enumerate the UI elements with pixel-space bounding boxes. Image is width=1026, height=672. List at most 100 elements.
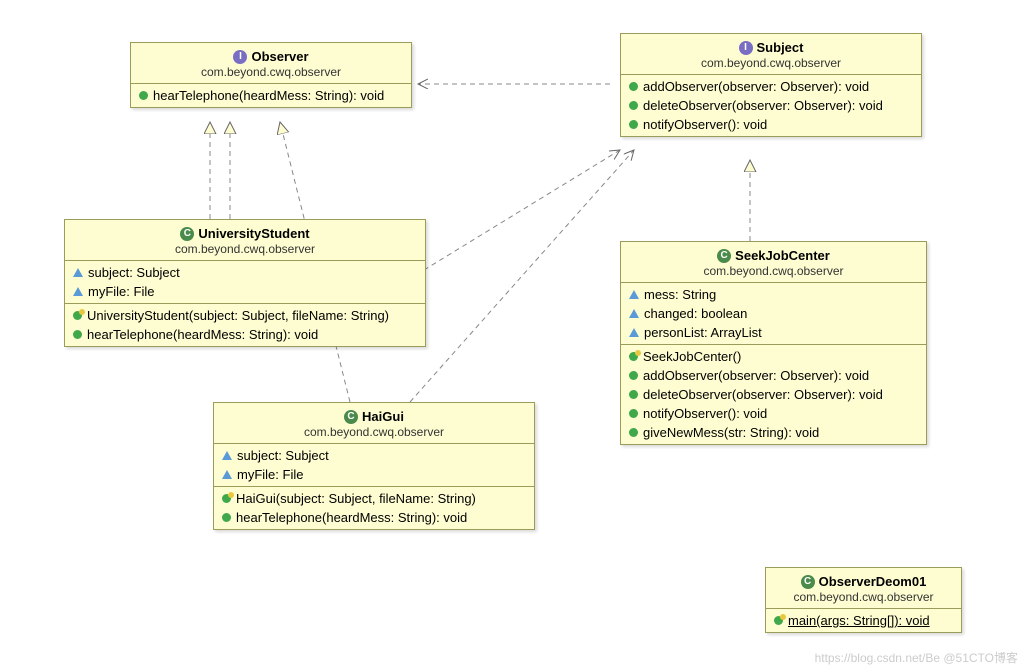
fields-section: subject: Subject myFile: File [65,261,425,304]
field-icon [73,287,83,296]
field-icon [222,470,232,479]
class-header: I Subjectcom.beyond.cwq.observer [621,34,921,75]
public-method-icon [139,91,148,100]
class-method: HaiGui(subject: Subject, fileName: Strin… [214,489,534,508]
uml-class-subject: I Subjectcom.beyond.cwq.observer addObserv… [620,33,922,137]
method-text: addObserver(observer: Observer): void [643,368,869,383]
class-method: addObserver(observer: Observer): void [621,366,926,385]
public-method-icon [629,409,638,418]
class-header: C SeekJobCentercom.beyond.cwq.observer [621,242,926,283]
class-header: C UniversityStudentcom.beyond.cwq.observe… [65,220,425,261]
uml-class-observerdeom01: C ObserverDeom01com.beyond.cwq.observer ma… [765,567,962,633]
watermark-text: https://blog.csdn.net/Be @51CTO博客 [815,649,1018,666]
field-icon [629,328,639,337]
class-field: subject: Subject [214,446,534,465]
class-name: I Observer [233,49,308,64]
fields-section: subject: Subject myFile: File [214,444,534,487]
method-text: HaiGui(subject: Subject, fileName: Strin… [236,491,476,506]
class-name-text: HaiGui [362,409,404,424]
constructor-icon [222,494,231,503]
field-icon [222,451,232,460]
class-package: com.beyond.cwq.observer [629,264,918,278]
class-name-text: ObserverDeom01 [819,574,927,589]
methods-section: SeekJobCenter() addObserver(observer: Obs… [621,345,926,444]
interface-icon: I [233,50,247,64]
field-text: changed: boolean [644,306,747,321]
class-name-text: SeekJobCenter [735,248,830,263]
field-icon [629,309,639,318]
uml-edge [410,150,634,402]
class-method: deleteObserver(observer: Observer): void [621,385,926,404]
public-method-icon [629,82,638,91]
class-field: changed: boolean [621,304,926,323]
field-text: subject: Subject [88,265,180,280]
method-text: notifyObserver(): void [643,406,767,421]
class-package: com.beyond.cwq.observer [139,65,403,79]
class-name: I Subject [739,40,804,55]
class-name-text: Subject [757,40,804,55]
method-text: hearTelephone(heardMess: String): void [236,510,467,525]
class-method: deleteObserver(observer: Observer): void [621,96,921,115]
field-icon [73,268,83,277]
class-method: hearTelephone(heardMess: String): void [131,86,411,105]
method-text: main(args: String[]): void [788,613,930,628]
public-method-icon [222,513,231,522]
class-method: main(args: String[]): void [766,611,961,630]
method-text: hearTelephone(heardMess: String): void [153,88,384,103]
class-icon: C [180,227,194,241]
public-method-icon [629,371,638,380]
class-method: notifyObserver(): void [621,115,921,134]
method-text: SeekJobCenter() [643,349,741,364]
methods-section: UniversityStudent(subject: Subject, file… [65,304,425,346]
public-method-icon [629,428,638,437]
class-package: com.beyond.cwq.observer [774,590,953,604]
class-field: subject: Subject [65,263,425,282]
methods-section: main(args: String[]): void [766,609,961,632]
methods-section: hearTelephone(heardMess: String): void [131,84,411,107]
public-method-icon [629,101,638,110]
field-text: personList: ArrayList [644,325,762,340]
class-icon: C [344,410,358,424]
public-method-icon [73,330,82,339]
uml-class-universitystudent: C UniversityStudentcom.beyond.cwq.observe… [64,219,426,347]
class-field: mess: String [621,285,926,304]
field-text: mess: String [644,287,716,302]
methods-section: addObserver(observer: Observer): void del… [621,75,921,136]
uml-edge [424,150,620,270]
public-method-icon [629,390,638,399]
method-text: giveNewMess(str: String): void [643,425,819,440]
method-text: hearTelephone(heardMess: String): void [87,327,318,342]
class-header: C ObserverDeom01com.beyond.cwq.observer [766,568,961,609]
class-name: C SeekJobCenter [717,248,830,263]
class-icon: C [717,249,731,263]
class-method: hearTelephone(heardMess: String): void [65,325,425,344]
constructor-icon [629,352,638,361]
class-name-text: Observer [251,49,308,64]
class-method: SeekJobCenter() [621,347,926,366]
class-method: hearTelephone(heardMess: String): void [214,508,534,527]
interface-icon: I [739,41,753,55]
class-package: com.beyond.cwq.observer [73,242,417,256]
class-header: I Observercom.beyond.cwq.observer [131,43,411,84]
method-text: deleteObserver(observer: Observer): void [643,98,883,113]
class-header: C HaiGuicom.beyond.cwq.observer [214,403,534,444]
class-name-text: UniversityStudent [198,226,309,241]
uml-class-seekjobcenter: C SeekJobCentercom.beyond.cwq.observer mes… [620,241,927,445]
constructor-icon [774,616,783,625]
method-text: deleteObserver(observer: Observer): void [643,387,883,402]
class-name: C HaiGui [344,409,404,424]
method-text: addObserver(observer: Observer): void [643,79,869,94]
class-field: myFile: File [214,465,534,484]
uml-class-observer: I Observercom.beyond.cwq.observer hearTele… [130,42,412,108]
class-icon: C [801,575,815,589]
field-text: subject: Subject [237,448,329,463]
methods-section: HaiGui(subject: Subject, fileName: Strin… [214,487,534,529]
class-package: com.beyond.cwq.observer [629,56,913,70]
class-field: personList: ArrayList [621,323,926,342]
class-package: com.beyond.cwq.observer [222,425,526,439]
public-method-icon [629,120,638,129]
fields-section: mess: String changed: boolean personList: … [621,283,926,345]
class-method: giveNewMess(str: String): void [621,423,926,442]
field-text: myFile: File [88,284,154,299]
method-text: UniversityStudent(subject: Subject, file… [87,308,389,323]
